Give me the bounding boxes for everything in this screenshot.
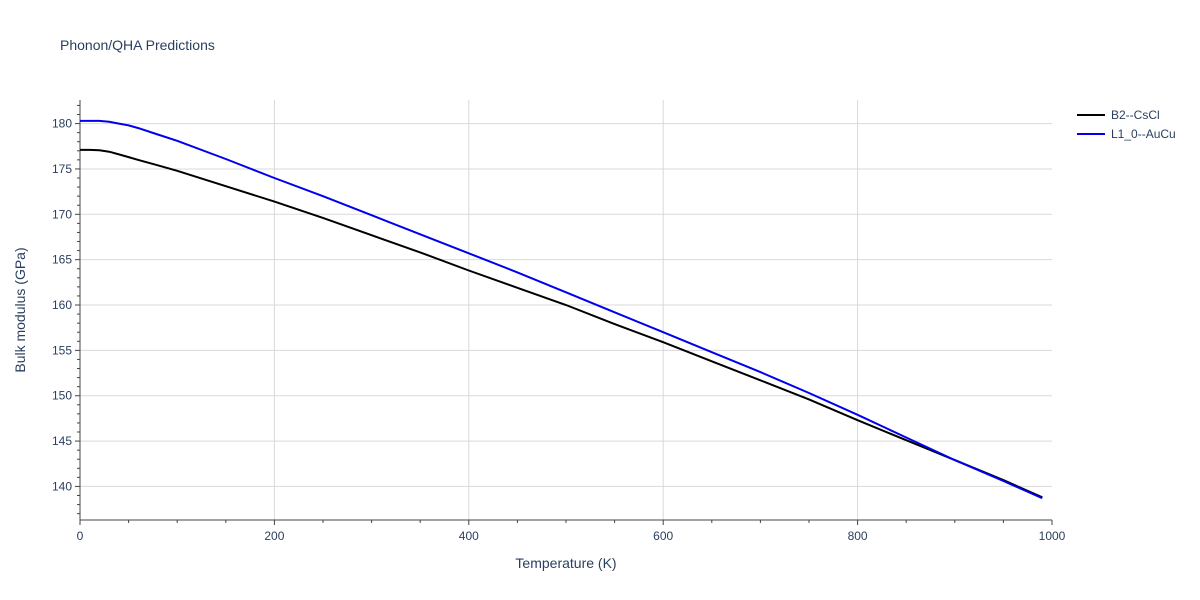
y-tick-label: 145 [52, 434, 72, 448]
x-tick-label: 1000 [1039, 529, 1066, 543]
y-axis-title: Bulk modulus (GPa) [12, 247, 28, 372]
x-tick-label: 200 [264, 529, 284, 543]
legend-item-0[interactable]: B2--CsCl [1077, 108, 1160, 122]
y-tick-label: 175 [52, 162, 72, 176]
legend-item-1[interactable]: L1_0--AuCu [1077, 127, 1176, 141]
y-tick-label: 160 [52, 298, 72, 312]
y-tick-label: 180 [52, 117, 72, 131]
x-tick-label: 800 [848, 529, 868, 543]
tick-labels: 0 200 400 600 800 1000 140 145 150 155 160 165 170 17… [52, 117, 1066, 543]
y-tick-label: 165 [52, 253, 72, 267]
y-tick-label: 140 [52, 479, 72, 493]
series-lines [80, 119, 1043, 500]
chart-title: Phonon/QHA Predictions [60, 37, 215, 53]
legend-label: L1_0--AuCu [1111, 127, 1176, 141]
x-tick-label: 600 [653, 529, 673, 543]
x-tick-label: 0 [77, 529, 84, 543]
legend[interactable]: B2--CsCl L1_0--AuCu [1077, 108, 1176, 141]
series-line-0 [80, 148, 1043, 499]
x-tick-label: 400 [459, 529, 479, 543]
y-tick-label: 155 [52, 343, 72, 357]
grid-lines [80, 100, 1052, 520]
axes [75, 100, 1053, 525]
legend-label: B2--CsCl [1111, 108, 1160, 122]
x-axis-title: Temperature (K) [515, 555, 616, 571]
series-line-1 [80, 119, 1043, 500]
y-tick-label: 170 [52, 207, 72, 221]
y-tick-label: 150 [52, 389, 72, 403]
